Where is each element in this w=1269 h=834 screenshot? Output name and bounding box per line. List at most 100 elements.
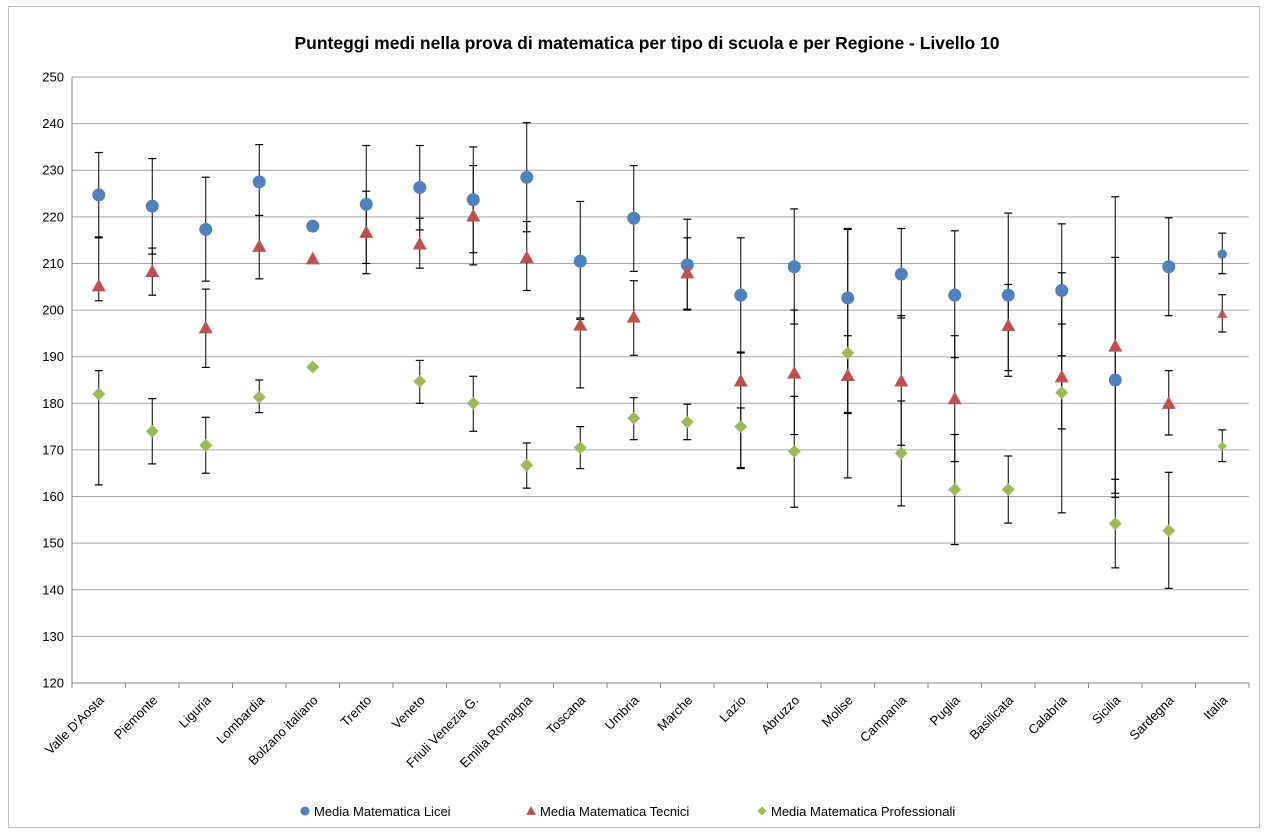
data-point-circle <box>894 267 908 281</box>
data-point-triangle <box>1217 308 1228 318</box>
data-point-diamond <box>1001 483 1015 497</box>
y-tick-label: 230 <box>42 163 64 178</box>
data-point-diamond <box>1162 524 1176 538</box>
data-point-diamond <box>413 374 427 388</box>
data-point-triangle <box>145 264 160 277</box>
data-point-triangle <box>1108 338 1123 352</box>
data-point-triangle <box>733 373 748 387</box>
data-point-diamond <box>680 415 694 429</box>
data-point-diamond <box>252 390 266 404</box>
data-point-circle <box>680 258 694 272</box>
data-point-triangle <box>412 236 427 250</box>
legend-item: Media Matematica Professionali <box>757 804 955 819</box>
x-category-label: Lombardia <box>213 692 268 747</box>
x-category-label: Veneto <box>389 693 428 732</box>
data-point-circle <box>92 188 106 202</box>
y-tick-label: 130 <box>42 629 64 644</box>
y-tick-label: 170 <box>42 442 64 457</box>
data-point-circle <box>359 197 373 211</box>
data-point-triangle <box>1054 369 1069 383</box>
data-point-triangle <box>626 310 641 323</box>
data-point-triangle <box>840 368 855 381</box>
x-category-label: Liguria <box>176 692 215 731</box>
axis-layer: 120 130 140 150 160 170 180 190 200 210 220 230 240 2… <box>42 70 1250 771</box>
data-point-triangle <box>466 208 481 222</box>
data-point-circle <box>627 211 641 225</box>
data-point-triangle <box>305 251 320 265</box>
legend-marker-diamond <box>757 806 767 816</box>
data-point-circle <box>1162 260 1176 274</box>
data-point-circle <box>1108 373 1122 387</box>
data-point-circle <box>948 288 962 302</box>
legend-label: Media Matematica Tecnici <box>540 804 689 819</box>
legend-marker-triangle <box>526 806 536 815</box>
x-category-label: Molise <box>819 693 856 730</box>
data-point-triangle <box>252 239 267 252</box>
x-category-label: Basilicata <box>966 692 1016 742</box>
data-point-circle <box>252 175 266 189</box>
data-point-diamond <box>841 346 855 360</box>
x-category-label: Campania <box>857 692 910 745</box>
data-point-diamond <box>627 411 641 425</box>
legend-label: Media Matematica Professionali <box>771 804 955 819</box>
error-bar-layer <box>94 122 1227 589</box>
chart-title: Punteggi medi nella prova di matematica … <box>294 33 999 53</box>
y-tick-label: 240 <box>42 116 64 131</box>
data-point-diamond <box>1055 386 1069 400</box>
x-category-label: Toscana <box>544 692 589 737</box>
data-point-diamond <box>894 446 908 460</box>
legend: Media Matematica Licei Media Matematica T… <box>300 804 955 819</box>
data-point-circle <box>145 199 159 213</box>
data-point-circle <box>520 170 534 184</box>
x-category-label: Lazio <box>716 693 749 726</box>
legend-marker-circle <box>300 806 310 816</box>
y-tick-label: 180 <box>42 396 64 411</box>
data-point-diamond <box>306 360 320 374</box>
y-tick-label: 210 <box>42 256 64 271</box>
data-point-diamond <box>92 387 106 401</box>
marker-layer <box>91 170 1228 538</box>
data-point-diamond <box>948 483 962 497</box>
grid-layer <box>72 76 1249 684</box>
data-point-triangle <box>359 225 374 238</box>
data-point-triangle <box>1161 396 1176 409</box>
data-point-diamond <box>520 458 534 472</box>
y-tick-label: 200 <box>42 303 64 318</box>
data-point-circle <box>199 222 213 236</box>
legend-label: Media Matematica Licei <box>314 804 451 819</box>
data-point-triangle <box>519 250 534 264</box>
y-tick-label: 190 <box>42 349 64 364</box>
data-point-triangle <box>894 373 909 387</box>
data-point-circle <box>787 260 801 274</box>
data-point-diamond <box>734 420 748 434</box>
data-point-triangle <box>573 317 588 331</box>
data-point-circle <box>573 254 587 268</box>
x-category-label: Sicilia <box>1089 692 1124 727</box>
x-category-label: Abruzzo <box>758 693 802 737</box>
data-point-circle <box>1217 249 1227 259</box>
data-point-circle <box>1001 288 1015 302</box>
data-point-diamond <box>573 441 587 455</box>
data-point-diamond <box>1217 441 1227 451</box>
data-point-circle <box>1055 283 1069 297</box>
x-category-label: Valle D'Aosta <box>42 692 107 757</box>
data-point-triangle <box>947 391 962 405</box>
x-category-label: Trento <box>338 693 375 730</box>
data-point-diamond <box>145 424 159 438</box>
data-point-triangle <box>1001 318 1016 332</box>
y-tick-label: 160 <box>42 489 64 504</box>
x-category-label: Sardegna <box>1126 692 1177 743</box>
data-point-diamond <box>787 444 801 458</box>
data-point-circle <box>306 219 320 233</box>
data-point-circle <box>841 291 855 305</box>
data-point-circle <box>413 180 427 194</box>
y-tick-label: 220 <box>42 209 64 224</box>
data-point-circle <box>466 193 480 207</box>
data-point-diamond <box>1108 517 1122 531</box>
x-category-label: Umbria <box>602 692 643 733</box>
x-category-label: Puglia <box>927 692 964 729</box>
y-tick-label: 250 <box>42 70 64 85</box>
data-point-triangle <box>787 366 802 379</box>
x-category-label: Calabria <box>1025 692 1070 737</box>
chart-area: Punteggi medi nella prova di matematica … <box>8 6 1260 828</box>
